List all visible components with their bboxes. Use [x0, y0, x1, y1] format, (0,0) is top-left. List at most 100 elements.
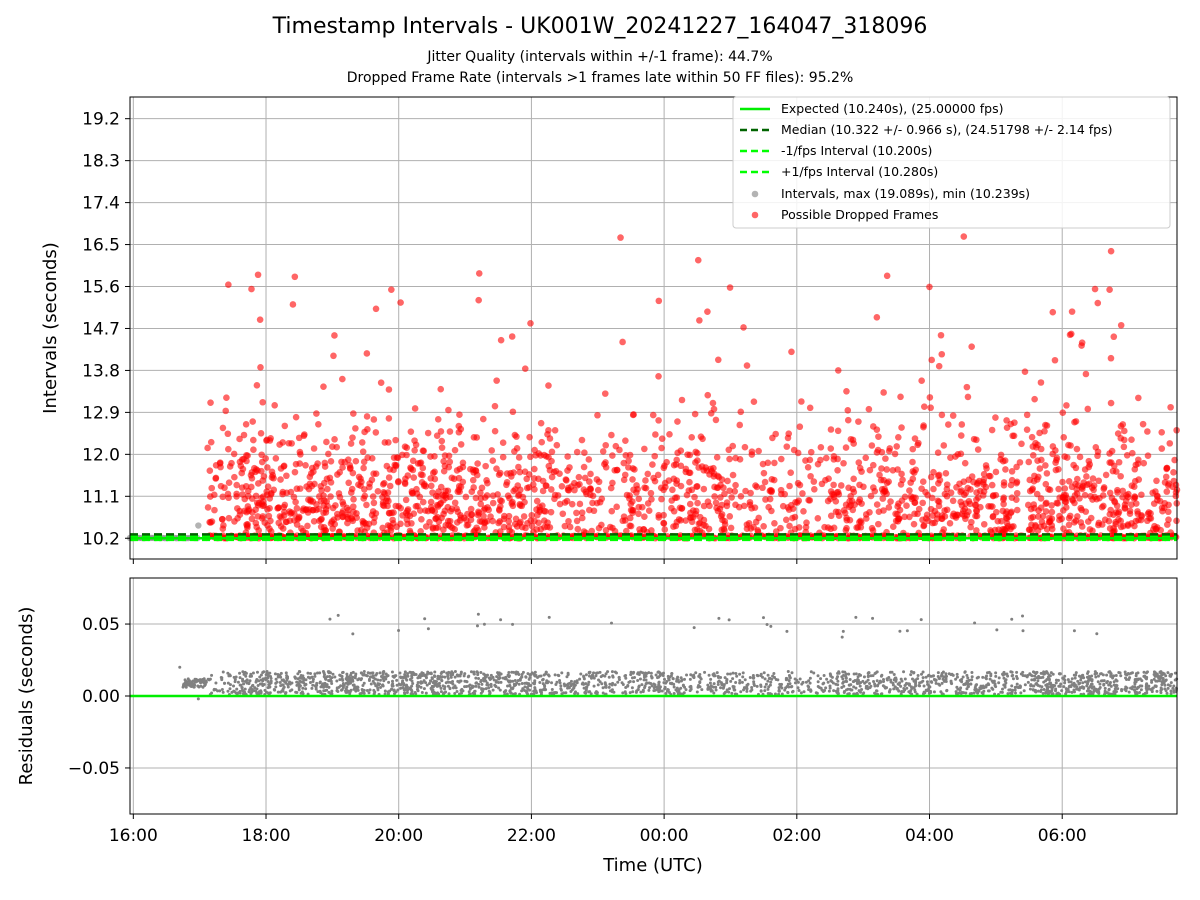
residual-point: [1023, 683, 1027, 687]
residual-point: [997, 676, 1001, 680]
residual-point: [385, 674, 389, 678]
dropped-frame-point: [1023, 426, 1031, 433]
residual-point: [717, 679, 721, 683]
residual-point: [446, 684, 450, 688]
residual-point: [708, 681, 712, 685]
dropped-frame-point: [881, 487, 888, 495]
dropped-frame-point: [259, 398, 266, 406]
dropped-frame-point: [940, 442, 948, 449]
dropped-frame-point: [963, 383, 971, 391]
residual-point: [1072, 629, 1076, 633]
residual-point: [670, 672, 674, 676]
residual-point: [967, 678, 971, 682]
residual-point: [433, 674, 437, 678]
dropped-frame-point: [240, 431, 248, 439]
residual-point: [688, 677, 692, 681]
dropped-frame-point: [1107, 459, 1115, 466]
dropped-frame-point: [1067, 442, 1074, 449]
dropped-frame-point: [747, 489, 754, 497]
residual-point: [956, 687, 960, 691]
dropped-frame-point: [473, 524, 480, 532]
dropped-frame-point: [563, 497, 571, 505]
dropped-frame-point: [691, 410, 699, 418]
dropped-frame-point: [834, 367, 842, 374]
residual-point: [259, 673, 263, 677]
dropped-frame-point: [967, 523, 974, 531]
dropped-frame-point: [1165, 501, 1172, 509]
residual-point: [1098, 686, 1102, 690]
dropped-frame-point: [818, 480, 826, 488]
dropped-frame-point: [457, 425, 465, 433]
residual-point: [1151, 686, 1155, 690]
residual-point: [728, 672, 732, 676]
dropped-frame-point: [459, 459, 467, 467]
dropped-frame-point: [706, 471, 713, 478]
dropped-frame-point: [404, 507, 411, 515]
dropped-frame-point: [1066, 512, 1074, 520]
dropped-frame-point: [880, 389, 887, 396]
dropped-frame-point: [438, 437, 446, 445]
residual-point: [871, 616, 875, 620]
residual-point: [550, 691, 554, 695]
residual-point: [712, 691, 716, 695]
residual-point: [477, 677, 481, 681]
residual-point: [259, 691, 263, 695]
residual-point: [403, 670, 407, 674]
dropped-frame-point: [383, 462, 391, 470]
residual-point: [267, 685, 271, 689]
dropped-frame-point: [225, 479, 233, 486]
residual-point: [487, 686, 491, 690]
dropped-frame-point: [1065, 478, 1073, 485]
dropped-frame-point: [723, 499, 731, 506]
residual-point: [469, 670, 473, 674]
dropped-frame-point: [217, 463, 224, 471]
dropped-frame-point: [440, 467, 448, 475]
residual-point: [302, 676, 306, 680]
dropped-frame-point: [336, 468, 344, 476]
dropped-frame-point: [986, 472, 994, 480]
dropped-frame-point: [827, 512, 835, 520]
residual-point: [771, 674, 775, 678]
dropped-frame-point: [752, 518, 760, 526]
dropped-frame-point: [856, 496, 864, 503]
residual-point: [905, 681, 909, 685]
residual-point: [476, 671, 480, 675]
dropped-frame-point: [291, 273, 299, 281]
residual-point: [566, 673, 570, 677]
dropped-frame-point: [358, 439, 366, 446]
dropped-frame-point: [464, 510, 471, 518]
residual-point: [821, 682, 825, 686]
residual-point: [1123, 687, 1127, 691]
dropped-frame-point: [1128, 436, 1135, 444]
residual-point: [919, 618, 923, 622]
dropped-frame-point: [895, 500, 902, 507]
residual-point: [286, 685, 290, 689]
dropped-frame-point: [834, 427, 842, 435]
residual-point: [772, 671, 776, 675]
dropped-frame-point: [712, 499, 720, 507]
dropped-frame-point: [264, 464, 271, 471]
residual-point: [1039, 688, 1043, 692]
dropped-frame-point: [687, 514, 695, 521]
residual-point: [575, 681, 579, 685]
residual-point: [1172, 684, 1176, 688]
residual-point: [313, 674, 317, 678]
residual-point: [1124, 676, 1128, 680]
dropped-frame-point: [258, 458, 266, 466]
dropped-frame-point: [532, 451, 540, 459]
dropped-frame-point: [704, 391, 712, 399]
residual-point: [444, 681, 448, 685]
residual-point: [1172, 690, 1176, 694]
residual-point: [265, 670, 269, 674]
dropped-frame-point: [1062, 498, 1070, 506]
dropped-frame-point: [350, 496, 357, 503]
residual-point: [1028, 687, 1032, 691]
residual-point: [491, 688, 495, 692]
residual-point: [641, 671, 645, 675]
dropped-frame-point: [648, 527, 655, 534]
dropped-frame-point: [947, 489, 955, 497]
dropped-frame-point: [938, 515, 946, 523]
dropped-frame-point: [520, 513, 528, 520]
dropped-frame-point: [1091, 493, 1099, 501]
residual-point: [583, 691, 587, 695]
